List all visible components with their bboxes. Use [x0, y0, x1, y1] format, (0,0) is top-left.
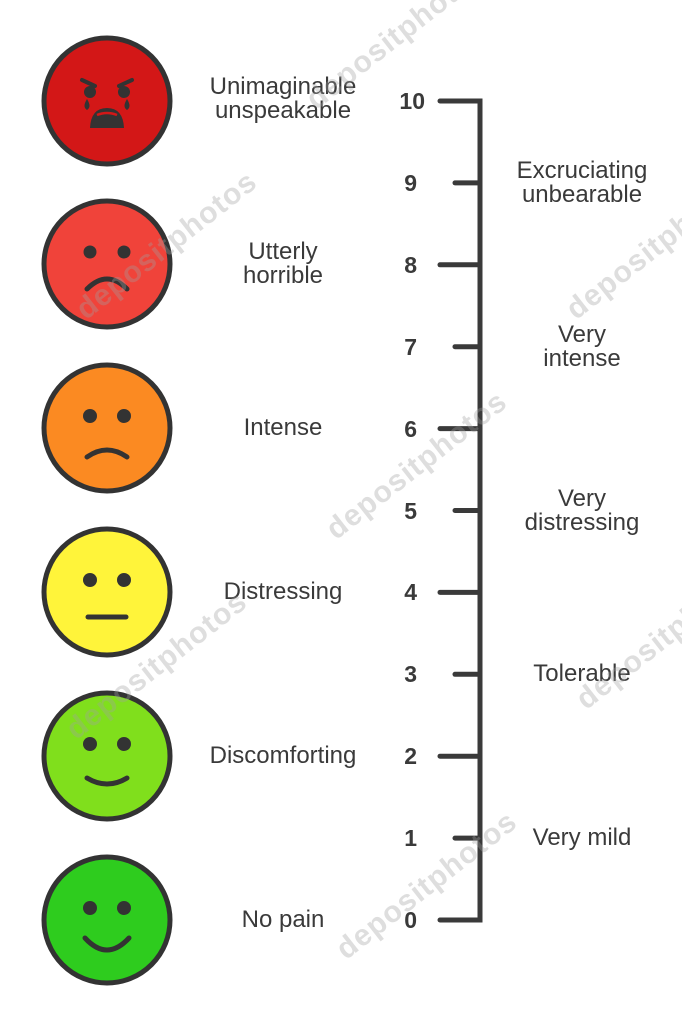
tick-label-9: 9 [404, 169, 417, 196]
eye-right [117, 901, 131, 915]
eye-right [117, 245, 131, 259]
scale-descriptor-3: Tolerable [533, 660, 631, 688]
scale-descriptor-7: Very intense [543, 320, 621, 372]
eye-right [117, 573, 131, 587]
face-circle [41, 690, 173, 822]
face-circle [41, 526, 173, 658]
scale-descriptor-1: Very mild [532, 824, 632, 852]
tick-label-4: 4 [404, 579, 417, 606]
face-smile [41, 690, 173, 822]
tick-label-10: 10 [399, 88, 425, 114]
face-label-smile: Discomforting [209, 742, 357, 769]
tick-label-0: 0 [404, 907, 417, 933]
face-sad [41, 362, 173, 494]
tick-label-6: 6 [404, 415, 417, 442]
brow-left [80, 78, 97, 88]
tick-label-3: 3 [404, 661, 417, 688]
eye-left [83, 901, 97, 915]
tick-label-5: 5 [404, 497, 417, 524]
eye-right [117, 409, 131, 423]
face-label-sad: Intense [243, 414, 323, 441]
tick-label-1: 1 [404, 825, 417, 852]
face-happy [41, 854, 173, 986]
mouth [84, 775, 130, 787]
tear-left [84, 99, 90, 110]
mouth-teeth [96, 111, 118, 117]
face-circle [41, 198, 173, 330]
tick-label-2: 2 [404, 743, 417, 770]
face-circle [41, 362, 173, 494]
mouth-frown [84, 276, 130, 292]
tear-right [124, 99, 130, 110]
face-circle [41, 35, 173, 167]
face-label-happy: No pain [241, 906, 325, 933]
eye-right [118, 86, 130, 98]
eye-left [83, 573, 97, 587]
scale-descriptor-9: Excruciating unbearable [516, 156, 648, 208]
face-very-sad [41, 198, 173, 330]
eye-left [84, 86, 96, 98]
tick-label-7: 7 [404, 333, 417, 360]
mouth [84, 447, 130, 460]
eye-left [83, 737, 97, 751]
eye-right [117, 737, 131, 751]
eye-left [83, 409, 97, 423]
face-crying [41, 35, 173, 167]
mouth [82, 935, 132, 953]
eye-left [83, 245, 97, 259]
face-label-very-sad: Utterly horrible [242, 238, 324, 289]
face-circle [41, 854, 173, 986]
tick-label-8: 8 [404, 251, 417, 278]
face-label-neutral: Distressing [223, 578, 343, 605]
scale-descriptor-5: Very distressing [524, 484, 640, 536]
brow-right [117, 78, 134, 88]
mouth-open [90, 108, 124, 128]
face-neutral [41, 526, 173, 658]
face-label-crying: Unimaginable unspeakable [209, 73, 357, 124]
